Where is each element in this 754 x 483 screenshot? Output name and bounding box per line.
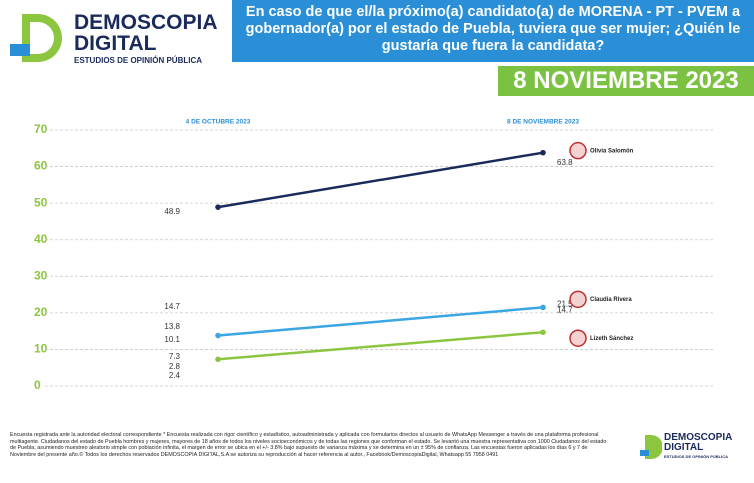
logo-name: DEMOSCOPIA DIGITAL [74, 11, 217, 55]
question: En caso de que el/la próximo(a) candidat… [232, 0, 754, 62]
logo-icon [10, 14, 62, 62]
y-tick-label: 30 [34, 268, 48, 282]
y-tick-label: 50 [34, 195, 48, 209]
chart: 0 10 20 30 40 50 60 70 4 DE OCTUBRE 2023 8 DE NOV… [34, 119, 715, 392]
y-tick-label: 40 [34, 232, 48, 246]
footer-note: Encuesta registrada ante la autoridad el… [10, 432, 607, 458]
annotation: 14.7 [164, 302, 180, 311]
logo-bar [10, 44, 30, 56]
logo: DEMOSCOPIA DIGITAL ESTUDIOS DE OPINIÓN P… [8, 8, 228, 68]
y-tick-label: 0 [34, 378, 41, 392]
legend-label: Olivia Salomón [590, 148, 634, 154]
footer-logo: DEMOSCOPIA DIGITAL ESTUDIOS DE OPINIÓN P… [640, 433, 750, 463]
legend-label: Lizeth Sánchez [590, 336, 633, 342]
legend-icon [569, 141, 587, 160]
value-label: 13.8 [164, 322, 180, 331]
logo-d-inner [30, 22, 54, 54]
series-line [217, 151, 544, 209]
legend-icon [569, 290, 587, 309]
y-tick-label: 70 [34, 122, 48, 136]
footer-logo-d [645, 435, 662, 459]
annotation: 2.8 [169, 362, 181, 371]
value-label: 14.7 [557, 305, 573, 314]
point [540, 329, 546, 336]
series-line [217, 330, 544, 361]
point [215, 332, 221, 339]
footer-logo-icon [640, 435, 662, 459]
point [540, 304, 546, 311]
y-tick-label: 20 [34, 305, 48, 319]
x-tick-label: 4 DE OCTUBRE 2023 [186, 119, 251, 126]
point [215, 204, 221, 210]
footer-logo-bar [640, 450, 649, 456]
footer-logo-tagline: ESTUDIOS DE OPINIÓN PÚBLICA [664, 454, 729, 459]
point [215, 356, 221, 363]
footer-logo-name: DEMOSCOPIA DIGITAL [664, 432, 732, 453]
legend-label: Claudia Rivera [590, 297, 632, 303]
logo-tagline: ESTUDIOS DE OPINIÓN PÚBLICA [74, 56, 203, 65]
annotation: 10.1 [164, 335, 180, 344]
y-tick-label: 10 [34, 342, 48, 356]
value-label: 21.5 [557, 299, 573, 308]
date-banner: 8 NOVIEMBRE 2023 [498, 66, 754, 96]
annotation: 2.4 [169, 371, 181, 380]
x-tick-label: 8 DE NOVIEMBRE 2023 [507, 119, 579, 126]
point [540, 149, 546, 156]
value-label: 63.8 [557, 158, 573, 167]
y-tick-label: 60 [34, 159, 48, 173]
value-label: 48.9 [164, 207, 180, 216]
value-label: 7.3 [169, 352, 181, 361]
legend-icon [569, 329, 587, 347]
series-line [217, 306, 544, 337]
